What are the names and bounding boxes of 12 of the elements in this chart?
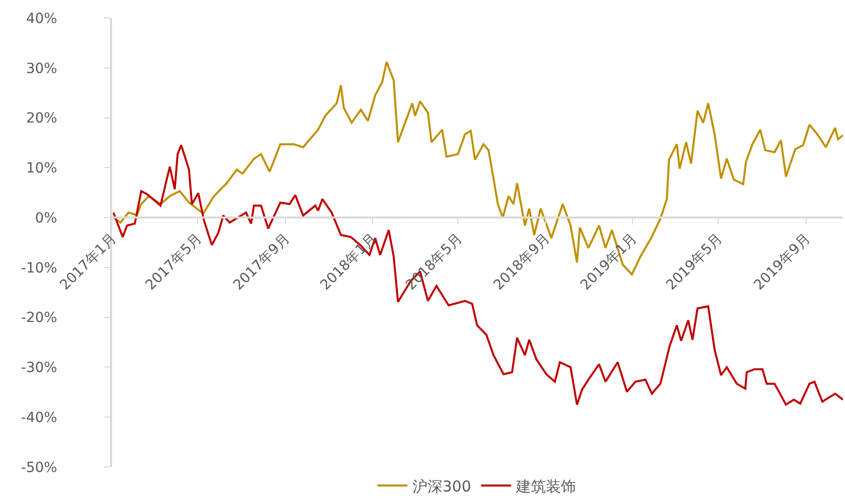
y-tick-label: -10%	[21, 260, 58, 276]
y-tick-label: -30%	[21, 360, 58, 376]
y-tick-label: 30%	[26, 60, 58, 77]
y-tick-label: -50%	[21, 460, 58, 476]
y-tick-label: -40%	[21, 410, 58, 426]
y-tick-label: 20%	[26, 110, 58, 127]
legend-label: 沪深300	[412, 477, 472, 496]
y-tick-label: -20%	[21, 310, 58, 326]
y-tick-label: 40%	[26, 10, 58, 27]
y-tick-label: 0%	[34, 210, 58, 226]
legend-label: 建筑装饰	[515, 477, 576, 496]
y-tick-label: 10%	[26, 160, 58, 177]
